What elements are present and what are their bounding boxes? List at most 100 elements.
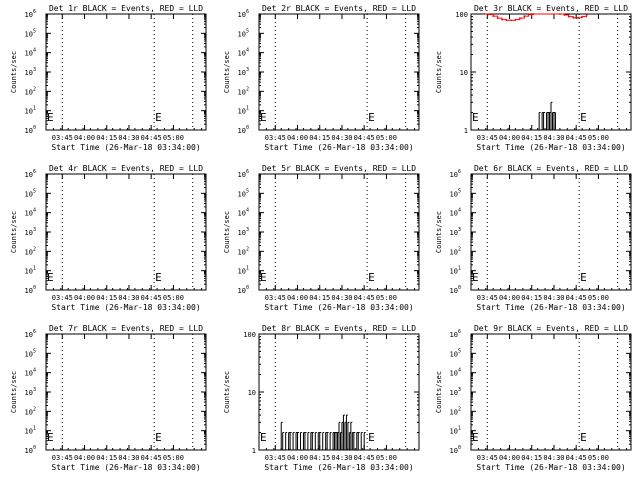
x-axis-label: Start Time (26-Mar-18 03:34:00) <box>51 303 200 312</box>
event-marker: E <box>155 431 162 444</box>
y-tick-label: 100 <box>455 11 468 19</box>
event-marker: E <box>368 431 375 444</box>
x-tick-label: 04:15 <box>96 134 117 142</box>
detector-panel-1: Det 1r BLACK = Events, RED = LLD 100 101 10… <box>10 4 207 152</box>
y-tick-label: 105 <box>450 188 461 198</box>
plot-frame <box>470 333 632 451</box>
y-tick-label: 101 <box>25 426 36 436</box>
event-marker: E <box>368 111 375 124</box>
detector-panel-2: Det 2r BLACK = Events, RED = LLD 100 101 10… <box>223 4 420 152</box>
y-tick-label: 101 <box>25 266 36 276</box>
y-tick-label: 101 <box>238 106 249 116</box>
x-tick-label: 05:00 <box>163 134 184 142</box>
x-tick-label: 04:15 <box>309 134 330 142</box>
y-tick-label: 106 <box>238 169 249 179</box>
x-tick-label: 04:30 <box>331 134 352 142</box>
x-tick-label: 04:00 <box>74 134 95 142</box>
x-tick-label: 04:45 <box>566 454 587 462</box>
event-marker: E <box>368 271 375 284</box>
panel-title: Det 8r BLACK = Events, RED = LLD <box>262 324 416 333</box>
x-tick-label: 04:30 <box>331 294 352 302</box>
x-tick-label: 04:00 <box>499 134 520 142</box>
y-tick-label: 104 <box>25 368 36 378</box>
lld-rate-point <box>558 13 561 15</box>
y-tick-label: 104 <box>450 208 461 218</box>
x-tick-label: 03:45 <box>477 454 498 462</box>
y-tick-label: 100 <box>25 285 36 295</box>
y-tick-label: 103 <box>25 67 36 77</box>
x-tick-label: 04:15 <box>96 294 117 302</box>
x-tick-label: 05:00 <box>588 454 609 462</box>
y-axis-label: Counts/sec <box>435 51 443 93</box>
y-tick-label: 102 <box>238 86 249 96</box>
x-tick-label: 04:30 <box>118 294 139 302</box>
y-tick-label: 100 <box>243 331 256 339</box>
x-axis-label: Start Time (26-Mar-18 03:34:00) <box>264 143 413 152</box>
x-tick-label: 03:45 <box>52 454 73 462</box>
y-axis-label: Counts/sec <box>435 211 443 253</box>
y-tick-label: 102 <box>25 406 36 416</box>
plot-frame <box>45 13 207 131</box>
x-tick-label: 03:45 <box>265 294 286 302</box>
detector-panel-5: Det 5r BLACK = Events, RED = LLD 100 101 10… <box>223 164 420 312</box>
y-tick-label: 10 <box>460 69 468 77</box>
x-tick-label: 04:15 <box>521 454 542 462</box>
x-tick-label: 05:00 <box>588 134 609 142</box>
x-tick-label: 03:45 <box>477 134 498 142</box>
y-tick-label: 104 <box>25 48 36 58</box>
panel-title: Det 1r BLACK = Events, RED = LLD <box>49 4 203 13</box>
y-axis-label: Counts/sec <box>223 371 231 413</box>
y-axis-label: Counts/sec <box>223 51 231 93</box>
y-tick-label: 102 <box>450 246 461 256</box>
plot-frame <box>470 173 632 291</box>
panel-title: Det 4r BLACK = Events, RED = LLD <box>49 164 203 173</box>
y-tick-label: 106 <box>25 9 36 19</box>
y-tick-label: 103 <box>238 227 249 237</box>
event-marker: E <box>47 111 54 124</box>
event-marker: E <box>580 271 587 284</box>
x-axis-label: Start Time (26-Mar-18 03:34:00) <box>476 143 625 152</box>
y-tick-label: 102 <box>238 246 249 256</box>
y-tick-label: 103 <box>450 227 461 237</box>
y-tick-label: 100 <box>238 285 249 295</box>
x-tick-label: 04:00 <box>287 134 308 142</box>
y-tick-label: 101 <box>238 266 249 276</box>
x-tick-label: 05:00 <box>376 454 397 462</box>
x-tick-label: 04:15 <box>96 454 117 462</box>
x-tick-label: 04:15 <box>309 294 330 302</box>
x-tick-label: 04:45 <box>141 134 162 142</box>
event-marker: E <box>47 271 54 284</box>
lld-rate-point <box>510 19 512 22</box>
lld-rate-line <box>484 13 588 21</box>
y-tick-label: 105 <box>238 188 249 198</box>
y-tick-label: 106 <box>450 329 461 339</box>
plot-frame <box>258 173 420 291</box>
lld-rate-point <box>501 18 504 21</box>
x-tick-label: 03:45 <box>52 294 73 302</box>
x-tick-label: 04:45 <box>141 454 162 462</box>
y-tick-label: 105 <box>25 28 36 38</box>
x-tick-label: 04:30 <box>543 294 564 302</box>
event-marker: E <box>472 271 479 284</box>
x-tick-label: 05:00 <box>376 294 397 302</box>
lld-rate-point <box>572 16 575 19</box>
y-tick-label: 10 <box>248 389 256 397</box>
y-tick-label: 104 <box>25 208 36 218</box>
x-axis-label: Start Time (26-Mar-18 03:34:00) <box>476 463 625 472</box>
y-tick-label: 1 <box>252 447 256 455</box>
x-tick-label: 04:30 <box>118 454 139 462</box>
x-tick-label: 04:30 <box>543 454 564 462</box>
event-marker: E <box>260 431 267 444</box>
x-tick-label: 03:45 <box>477 294 498 302</box>
detector-panel-9: Det 9r BLACK = Events, RED = LLD 100 101 10… <box>435 324 632 472</box>
x-tick-label: 05:00 <box>376 134 397 142</box>
y-tick-label: 106 <box>450 169 461 179</box>
x-tick-label: 04:45 <box>141 294 162 302</box>
x-tick-label: 04:45 <box>566 294 587 302</box>
x-tick-label: 04:00 <box>499 454 520 462</box>
event-marker: E <box>472 431 479 444</box>
lld-rate-point <box>505 19 508 22</box>
x-tick-label: 04:30 <box>543 134 564 142</box>
x-tick-label: 04:45 <box>354 294 375 302</box>
y-tick-label: 100 <box>238 125 249 135</box>
